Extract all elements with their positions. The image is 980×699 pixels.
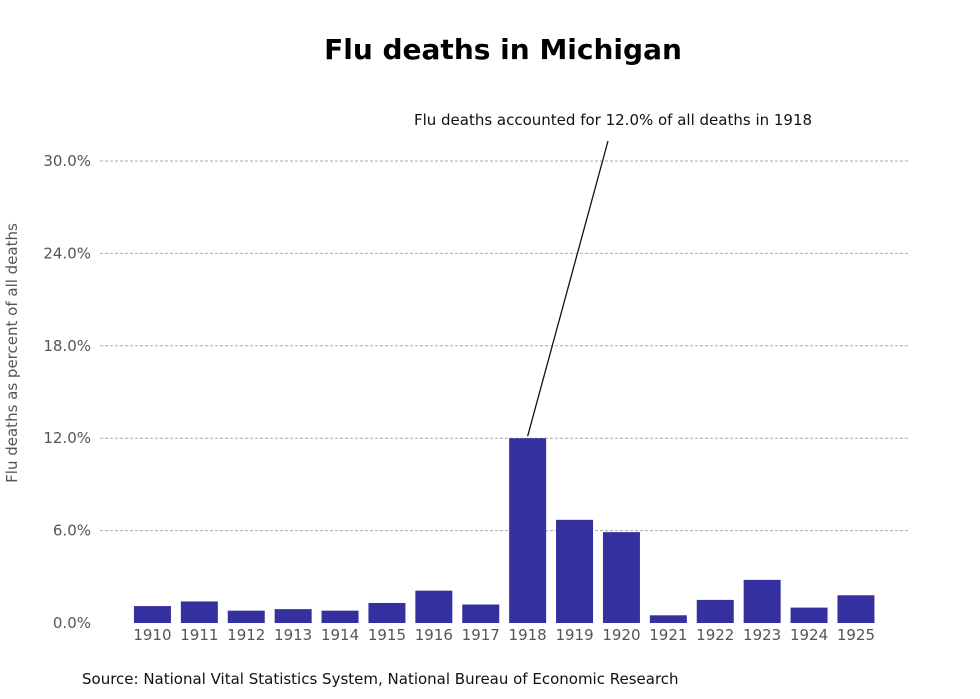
x-tick-label: 1921 <box>649 626 687 644</box>
x-tick-label: 1911 <box>180 626 218 644</box>
x-tick-label: 1917 <box>462 626 500 644</box>
x-tick-label: 1925 <box>837 626 875 644</box>
bar-1919 <box>556 519 594 623</box>
x-tick-label: 1912 <box>227 626 265 644</box>
x-tick-labels: 1910 1911 1912 1913 1914 1915 1916 1917 1918 1919… <box>133 626 875 644</box>
annotation-pointer-line <box>527 140 609 437</box>
bar-1915 <box>368 602 406 623</box>
y-tick-label: 0.0% <box>53 614 91 632</box>
bar-1910 <box>133 606 171 623</box>
bar-1918 <box>509 438 547 623</box>
x-tick-label: 1918 <box>509 626 547 644</box>
x-tick-label: 1915 <box>368 626 406 644</box>
y-tick-label: 12.0% <box>43 429 91 447</box>
x-tick-label: 1910 <box>133 626 171 644</box>
x-tick-label: 1924 <box>790 626 828 644</box>
y-tick-label: 24.0% <box>43 244 91 262</box>
bar-1912 <box>227 610 265 623</box>
bar-1925 <box>837 595 875 623</box>
bar-1917 <box>462 604 500 623</box>
x-tick-label: 1922 <box>696 626 734 644</box>
source-note: Source: National Vital Statistics System… <box>82 670 679 688</box>
x-tick-label: 1916 <box>415 626 453 644</box>
bar-1923 <box>743 579 781 623</box>
x-tick-label: 1913 <box>274 626 312 644</box>
x-tick-label: 1919 <box>555 626 593 644</box>
bar-1921 <box>649 615 687 623</box>
chart-title: Flu deaths in Michigan <box>324 33 682 66</box>
bar-1920 <box>602 532 640 623</box>
bar-1916 <box>415 590 453 623</box>
bar-1911 <box>180 601 218 623</box>
annotation-text: Flu deaths accounted for 12.0% of all de… <box>414 111 812 129</box>
bar-1922 <box>696 599 734 623</box>
gridlines <box>100 160 910 532</box>
x-tick-label: 1920 <box>602 626 640 644</box>
y-axis-label: Flu deaths as percent of all deaths <box>3 223 21 483</box>
y-tick-label: 30.0% <box>43 152 91 170</box>
bars <box>133 438 875 623</box>
bar-1914 <box>321 610 359 623</box>
y-tick-label: 18.0% <box>43 337 91 355</box>
y-tick-label: 6.0% <box>53 522 91 540</box>
y-tick-labels: 0.0% 6.0% 12.0% 18.0% 24.0% 30.0% <box>43 152 91 632</box>
x-tick-label: 1923 <box>743 626 781 644</box>
bar-1924 <box>790 607 828 623</box>
bar-1913 <box>274 609 312 623</box>
x-tick-label: 1914 <box>321 626 359 644</box>
